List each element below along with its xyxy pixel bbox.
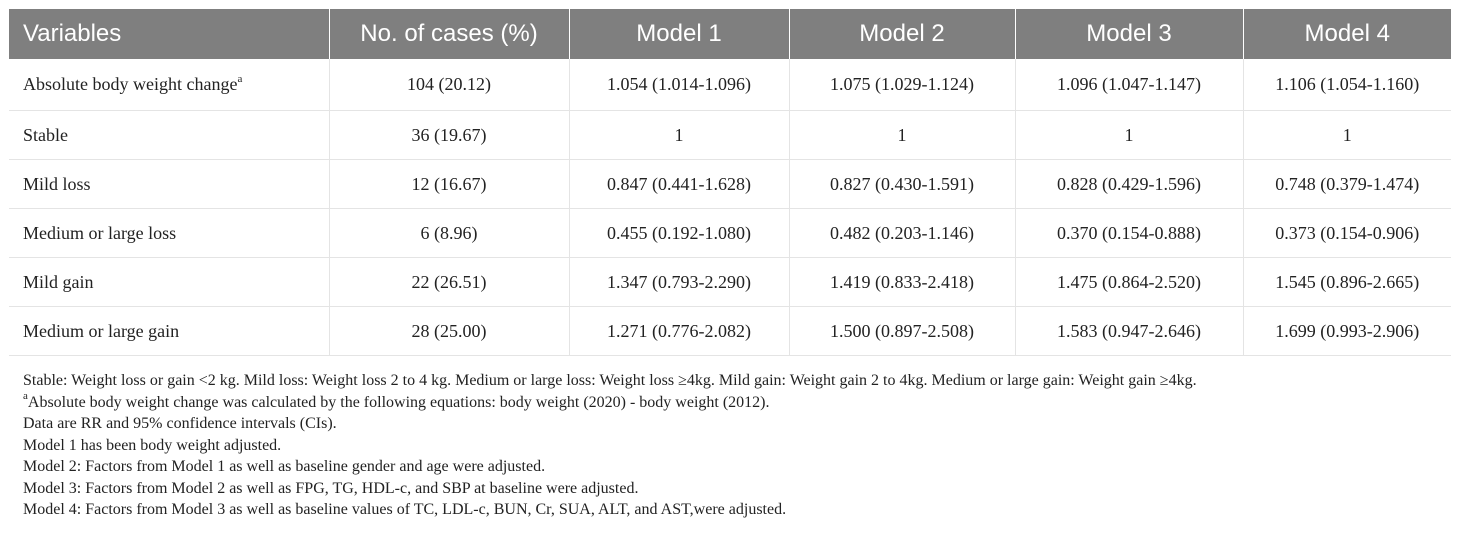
cell-cases: 104 (20.12)	[328, 59, 569, 111]
table-row: Mild gain 22 (26.51) 1.347 (0.793-2.290)…	[9, 257, 1451, 307]
cell-model-4: 1.545 (0.896-2.665)	[1242, 257, 1451, 307]
cell-model-1: 0.455 (0.192-1.080)	[568, 208, 789, 258]
results-table: Variables No. of cases (%) Model 1 Model…	[9, 9, 1451, 356]
table-row: Medium or large loss 6 (8.96) 0.455 (0.1…	[9, 208, 1451, 258]
footnote-model-3: Model 3: Factors from Model 2 as well as…	[23, 479, 639, 497]
header-model-2: Model 2	[788, 9, 1015, 59]
cell-model-2: 1.419 (0.833-2.418)	[788, 257, 1015, 307]
table-row: Medium or large gain 28 (25.00) 1.271 (0…	[9, 306, 1451, 356]
cell-model-3: 1.475 (0.864-2.520)	[1014, 257, 1243, 307]
footnote-definitions: Stable: Weight loss or gain <2 kg. Mild …	[23, 372, 1197, 389]
cell-variable: Mild loss	[9, 159, 329, 209]
variable-label: Absolute body weight change	[23, 74, 238, 94]
table-row: Absolute body weight changea 104 (20.12)…	[9, 59, 1451, 111]
header-model-3: Model 3	[1014, 9, 1243, 59]
cell-model-3: 1	[1014, 110, 1243, 160]
footnote-a-text: Absolute body weight change was calculat…	[27, 393, 770, 411]
cell-model-3: 1.583 (0.947-2.646)	[1014, 306, 1243, 356]
cell-cases: 12 (16.67)	[328, 159, 569, 209]
cell-model-2: 1.500 (0.897-2.508)	[788, 306, 1015, 356]
cell-model-4: 1	[1242, 110, 1451, 160]
cell-model-3: 1.096 (1.047-1.147)	[1014, 59, 1243, 111]
cell-variable: Absolute body weight changea	[9, 59, 329, 111]
cell-variable: Mild gain	[9, 257, 329, 307]
footnote-model-1: Model 1 has been body weight adjusted.	[23, 436, 282, 454]
cell-model-4: 0.373 (0.154-0.906)	[1242, 208, 1451, 258]
cell-model-2: 1.075 (1.029-1.124)	[788, 59, 1015, 111]
table-header-row: Variables No. of cases (%) Model 1 Model…	[9, 9, 1451, 59]
cell-cases: 6 (8.96)	[328, 208, 569, 258]
cell-model-4: 1.699 (0.993-2.906)	[1242, 306, 1451, 356]
table-row: Mild loss 12 (16.67) 0.847 (0.441-1.628)…	[9, 159, 1451, 209]
cell-variable: Medium or large gain	[9, 306, 329, 356]
table-row: Stable 36 (19.67) 1 1 1 1	[9, 110, 1451, 160]
cell-model-3: 0.370 (0.154-0.888)	[1014, 208, 1243, 258]
cell-model-2: 0.482 (0.203-1.146)	[788, 208, 1015, 258]
cell-model-1: 0.847 (0.441-1.628)	[568, 159, 789, 209]
cell-variable: Stable	[9, 110, 329, 160]
cell-model-4: 0.748 (0.379-1.474)	[1242, 159, 1451, 209]
cell-model-1: 1.054 (1.014-1.096)	[568, 59, 789, 111]
cell-model-2: 1	[788, 110, 1015, 160]
footnote-model-4: Model 4: Factors from Model 3 as well as…	[23, 501, 787, 518]
table-container: Variables No. of cases (%) Model 1 Model…	[9, 9, 1451, 521]
cell-cases: 28 (25.00)	[328, 306, 569, 356]
footnote-marker: a	[237, 73, 243, 85]
cell-cases: 36 (19.67)	[328, 110, 569, 160]
cell-model-1: 1	[568, 110, 789, 160]
cell-variable: Medium or large loss	[9, 208, 329, 258]
cell-model-4: 1.106 (1.054-1.160)	[1242, 59, 1451, 111]
cell-cases: 22 (26.51)	[328, 257, 569, 307]
cell-model-1: 1.347 (0.793-2.290)	[568, 257, 789, 307]
header-variables: Variables	[9, 9, 329, 59]
footnote-model-2: Model 2: Factors from Model 1 as well as…	[23, 458, 546, 475]
cell-model-3: 0.828 (0.429-1.596)	[1014, 159, 1243, 209]
footnote-a: aAbsolute body weight change was calcula…	[23, 390, 1451, 414]
cell-model-2: 0.827 (0.430-1.591)	[788, 159, 1015, 209]
header-model-4: Model 4	[1242, 9, 1451, 59]
header-model-1: Model 1	[568, 9, 789, 59]
cell-model-1: 1.271 (0.776-2.082)	[568, 306, 789, 356]
footnote-marker: a	[23, 390, 28, 403]
table-footnotes: Stable: Weight loss or gain <2 kg. Mild …	[9, 356, 1451, 521]
footnote-data-note: Data are RR and 95% confidence intervals…	[23, 415, 337, 432]
header-cases: No. of cases (%)	[328, 9, 569, 59]
